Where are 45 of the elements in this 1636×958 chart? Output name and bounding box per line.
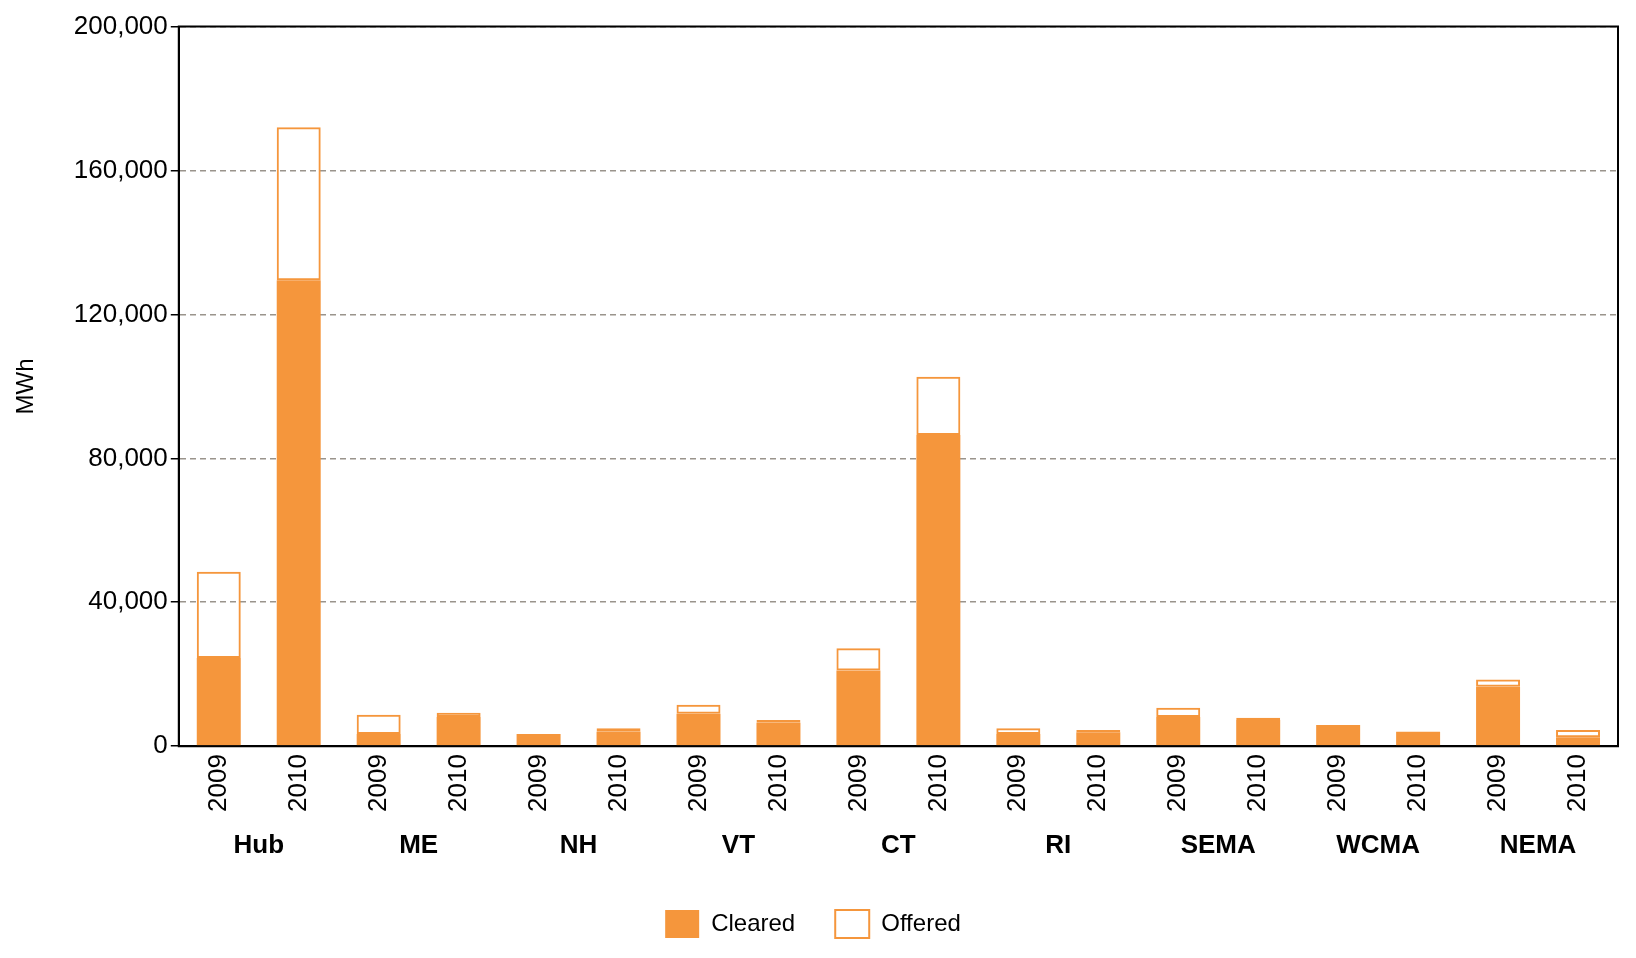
x-tick-label: 2010 — [1081, 754, 1112, 812]
text: VT — [721, 829, 756, 860]
x-tick-label: 2009 — [681, 754, 712, 812]
bar — [1316, 724, 1361, 746]
bar — [1076, 732, 1121, 746]
x-tick-label: 2010 — [921, 754, 952, 812]
bar — [1396, 731, 1441, 746]
x-tick-label: 2010 — [761, 754, 792, 812]
x-tick-label: 2010 — [1401, 754, 1432, 812]
text: WCMA — [1336, 829, 1421, 860]
legend-label: Cleared — [711, 908, 796, 936]
x-tick-label: 2009 — [1321, 754, 1352, 812]
text: NH — [559, 829, 598, 860]
y-tick-label: 160,000 — [73, 153, 168, 184]
x-tick-label: 2010 — [441, 754, 472, 812]
text: RI — [1045, 829, 1072, 860]
text: ME — [399, 829, 439, 860]
y-tick-label: 200,000 — [73, 9, 168, 40]
x-tick-label: 2009 — [1161, 754, 1192, 812]
x-tick-label: 2009 — [521, 754, 552, 812]
legend-label: Offered — [881, 908, 961, 936]
x-tick-label: 2010 — [281, 754, 312, 812]
x-tick-label: 2009 — [1481, 754, 1512, 812]
x-tick-label: 2009 — [361, 754, 392, 812]
bar — [596, 731, 641, 746]
y-tick-label: 80,000 — [88, 441, 168, 472]
x-tick-label: 2009 — [1001, 754, 1032, 812]
bar — [756, 722, 801, 746]
x-tick-label: 2009 — [201, 754, 232, 812]
x-tick-label: 2010 — [601, 754, 632, 812]
y-tick-label: 120,000 — [73, 297, 168, 328]
text: NEMA — [1499, 829, 1577, 860]
x-tick-label: 2010 — [1241, 754, 1272, 812]
bar — [516, 733, 561, 746]
x-tick-label: 2009 — [841, 754, 872, 812]
x-tick-label: 2010 — [1561, 754, 1592, 812]
bar — [436, 717, 481, 746]
text: CT — [881, 829, 916, 860]
bar — [996, 733, 1041, 746]
text: SEMA — [1180, 829, 1256, 860]
y-axis-title: MWh — [11, 358, 39, 415]
bar — [1236, 719, 1281, 746]
text: Hub — [233, 829, 285, 860]
y-tick-label: 40,000 — [88, 585, 168, 616]
y-tick-label: 0 — [153, 729, 168, 760]
